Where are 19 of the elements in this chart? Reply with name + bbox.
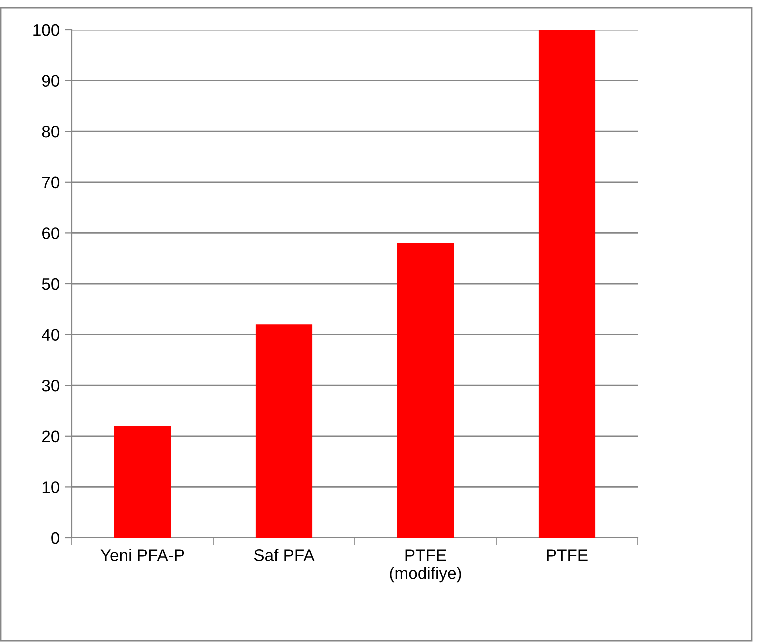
y-tick-label: 10 bbox=[42, 482, 60, 494]
bar bbox=[114, 426, 172, 538]
bar bbox=[397, 243, 454, 538]
x-tick-label: PTFE bbox=[547, 550, 588, 562]
y-tick-label: 30 bbox=[42, 380, 60, 392]
y-tick-label: 40 bbox=[42, 329, 60, 342]
x-tick-label: Saf PFA bbox=[254, 549, 315, 562]
y-tick-label: 50 bbox=[42, 278, 60, 290]
x-tick-label: PTFE (modifiye) bbox=[390, 550, 462, 583]
y-tick-label: 20 bbox=[42, 430, 60, 443]
y-tick-label: 60 bbox=[42, 228, 60, 240]
x-tick-label: Yeni PFA-P bbox=[100, 549, 184, 562]
y-tick-label: 0 bbox=[52, 532, 60, 544]
y-tick-label: 70 bbox=[42, 176, 60, 189]
y-tick-label: 100 bbox=[34, 24, 60, 36]
bar bbox=[256, 324, 313, 538]
y-tick-label: 80 bbox=[42, 126, 60, 138]
y-tick-label: 90 bbox=[42, 75, 60, 88]
bar bbox=[538, 30, 596, 538]
